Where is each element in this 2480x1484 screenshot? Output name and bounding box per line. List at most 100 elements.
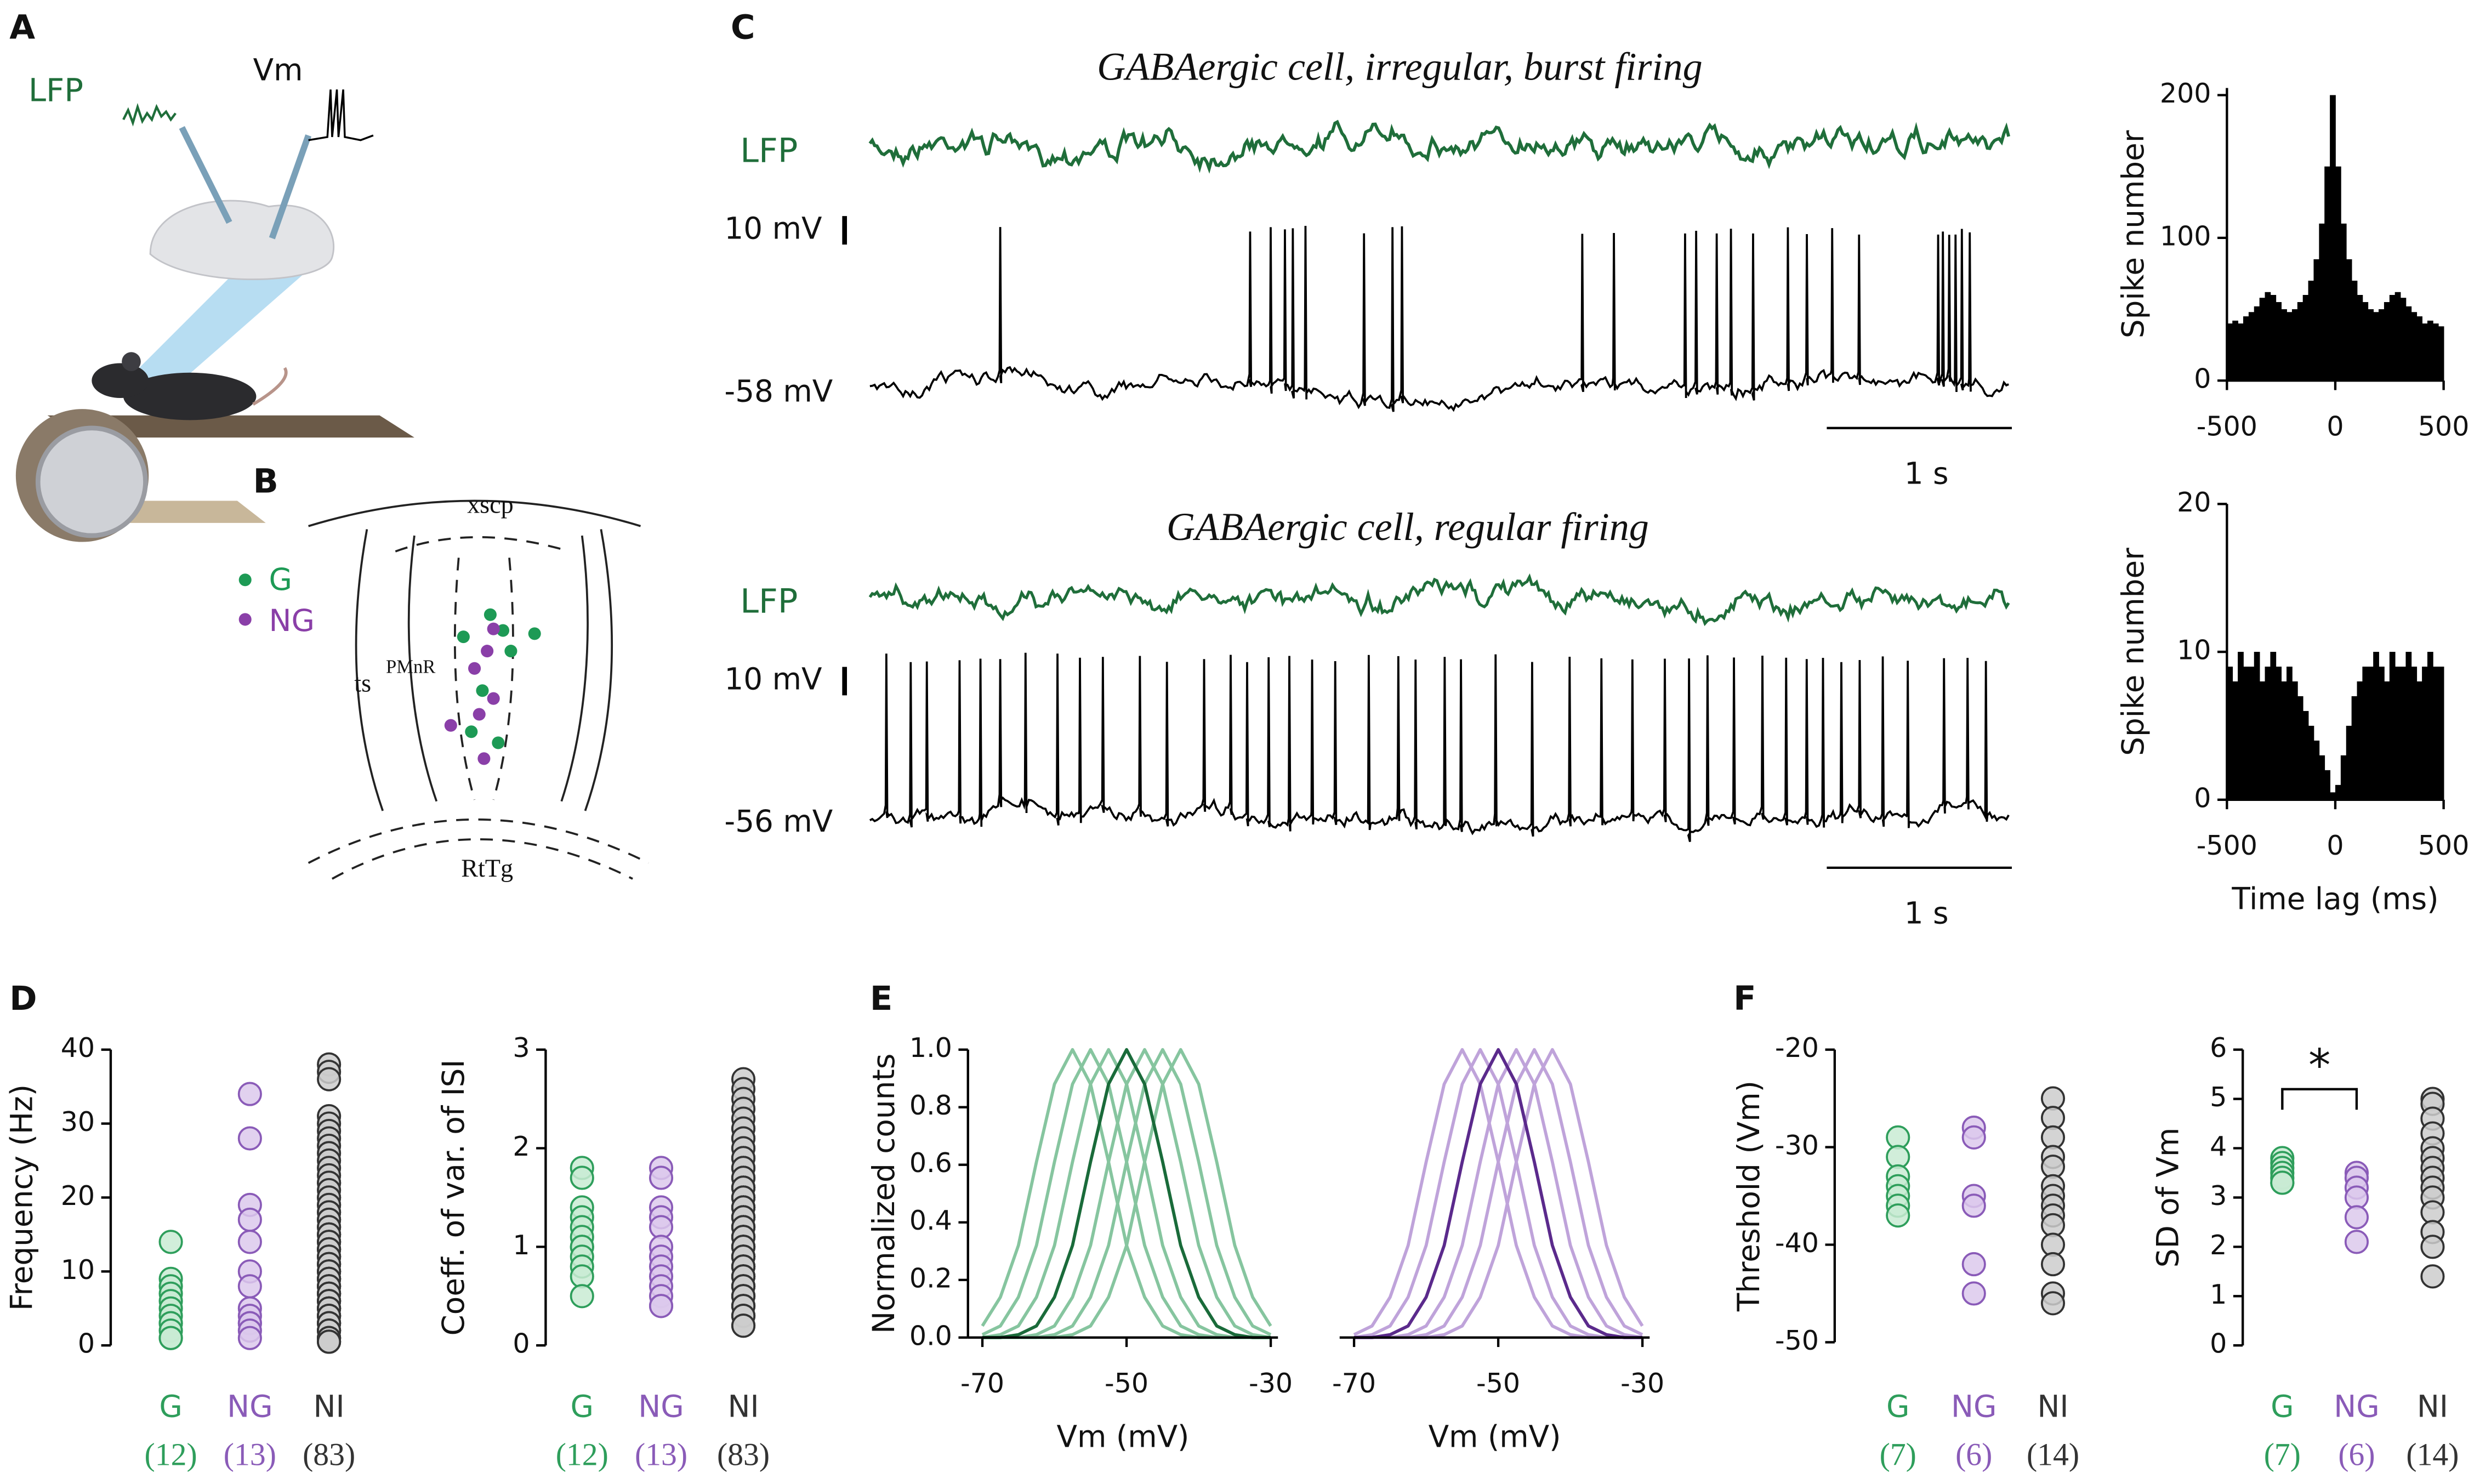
histogram-bar bbox=[2324, 770, 2330, 800]
histogram-bar bbox=[2319, 755, 2325, 800]
histogram-bar bbox=[2422, 323, 2428, 381]
histogram-bar bbox=[2227, 323, 2233, 381]
data-point bbox=[570, 1284, 594, 1309]
vm-trace bbox=[869, 652, 2010, 843]
histogram-bar bbox=[2324, 166, 2330, 381]
curve bbox=[1354, 1048, 1644, 1339]
lfp-label: LFP bbox=[29, 72, 83, 109]
cell-dot bbox=[496, 624, 510, 637]
section-outline bbox=[395, 536, 570, 553]
x-tick-label: -70 bbox=[960, 1367, 1004, 1399]
histogram-bar bbox=[2259, 298, 2266, 381]
x-axis-label: Time lag (ms) bbox=[2231, 882, 2438, 917]
histogram-bar bbox=[2389, 652, 2396, 800]
cell-dot bbox=[476, 684, 489, 697]
histogram-bar bbox=[2286, 312, 2293, 381]
y-axis-label: Threshold (Vm) bbox=[1731, 1081, 1766, 1312]
x-tick-label: -500 bbox=[2197, 410, 2257, 442]
histogram-bar bbox=[2313, 740, 2320, 800]
data-point bbox=[237, 1230, 262, 1254]
group-label: NI bbox=[2037, 1389, 2068, 1424]
histogram-bar bbox=[2302, 710, 2309, 800]
legend-dot bbox=[238, 573, 252, 587]
data-point bbox=[317, 1067, 342, 1091]
brain-section bbox=[308, 499, 649, 880]
section-outline bbox=[407, 535, 438, 802]
y-tick-label: 0 bbox=[513, 1328, 530, 1360]
region-label: RtTg bbox=[461, 854, 513, 882]
y-tick-label: 0 bbox=[2194, 363, 2211, 395]
data-point bbox=[570, 1165, 594, 1190]
histogram-bar bbox=[2319, 223, 2325, 381]
legend-dot bbox=[238, 613, 252, 626]
time-label: 1 s bbox=[1904, 896, 1949, 931]
cell-dot bbox=[487, 692, 500, 705]
group-label: G bbox=[1886, 1389, 1909, 1424]
y-axis-label: Coeff. of var. of ISI bbox=[436, 1059, 471, 1335]
curve bbox=[982, 1048, 1271, 1339]
significance-label: * bbox=[2308, 1040, 2330, 1091]
x-tick-label: -500 bbox=[2197, 829, 2257, 861]
y-axis-label: Spike number bbox=[2115, 548, 2151, 756]
data-point bbox=[2344, 1205, 2369, 1230]
y-tick-label: 0.2 bbox=[909, 1262, 952, 1294]
y-tick-label: 0.0 bbox=[909, 1320, 952, 1351]
wheel bbox=[35, 425, 148, 538]
panel-label: D bbox=[9, 980, 37, 1018]
y-tick-label: 3 bbox=[513, 1032, 530, 1064]
light-cone bbox=[126, 270, 309, 381]
group-label: NG bbox=[227, 1389, 272, 1424]
baseline-label: -58 mV bbox=[724, 373, 833, 408]
histogram-bar bbox=[2379, 667, 2385, 800]
data-point bbox=[237, 1274, 262, 1299]
mouse-body bbox=[123, 372, 257, 420]
y-tick-label: 6 bbox=[2210, 1032, 2227, 1064]
lfp-trace bbox=[868, 120, 2010, 174]
histogram-bar bbox=[2405, 652, 2412, 800]
histogram-bar bbox=[2238, 323, 2244, 381]
panel-label: B bbox=[253, 462, 278, 501]
data-point bbox=[2270, 1170, 2295, 1195]
histogram-bar bbox=[2411, 312, 2418, 381]
x-axis-label: Vm (mV) bbox=[1057, 1419, 1190, 1454]
curve bbox=[982, 1048, 1271, 1339]
section-outline bbox=[560, 535, 589, 802]
data-point bbox=[237, 1126, 262, 1151]
histogram-bar bbox=[2297, 302, 2303, 381]
curve bbox=[1353, 1048, 1642, 1339]
histogram-bar bbox=[2405, 306, 2412, 381]
histogram-bar bbox=[2248, 667, 2255, 800]
data-point bbox=[2420, 1235, 2445, 1259]
cell-dot bbox=[457, 630, 470, 644]
group-label: NG bbox=[2334, 1389, 2379, 1424]
histogram-bar bbox=[2357, 681, 2363, 800]
y-tick-label: -20 bbox=[1775, 1032, 1819, 1064]
section-outline bbox=[331, 838, 633, 880]
vm-label: Vm bbox=[253, 53, 303, 88]
histogram-bar bbox=[2362, 302, 2369, 381]
y-tick-label: 0.4 bbox=[909, 1204, 952, 1236]
group-count: (13) bbox=[224, 1437, 276, 1472]
scale-label: 10 mV bbox=[724, 662, 822, 697]
x-tick-label: 0 bbox=[2327, 410, 2344, 442]
histogram-bar bbox=[2243, 316, 2249, 381]
brain bbox=[149, 200, 335, 281]
histogram-bar bbox=[2346, 725, 2352, 800]
region-label: PMnR bbox=[386, 656, 436, 677]
y-tick-label: 0 bbox=[2210, 1328, 2227, 1360]
histogram-bar bbox=[2368, 667, 2374, 800]
y-tick-label: 1.0 bbox=[909, 1032, 952, 1064]
trace-title: GABAergic cell, irregular, burst firing bbox=[1097, 44, 1702, 88]
group-label: NI bbox=[727, 1389, 759, 1424]
y-tick-label: 40 bbox=[61, 1032, 95, 1064]
histogram-bar bbox=[2373, 652, 2379, 800]
data-point bbox=[1961, 1193, 1986, 1218]
y-tick-label: 0.6 bbox=[909, 1147, 952, 1179]
y-tick-label: 200 bbox=[2160, 77, 2211, 109]
curve bbox=[982, 1048, 1271, 1339]
histogram-bar bbox=[2265, 667, 2271, 800]
histogram-bar bbox=[2330, 792, 2336, 800]
data-point bbox=[2344, 1230, 2369, 1254]
